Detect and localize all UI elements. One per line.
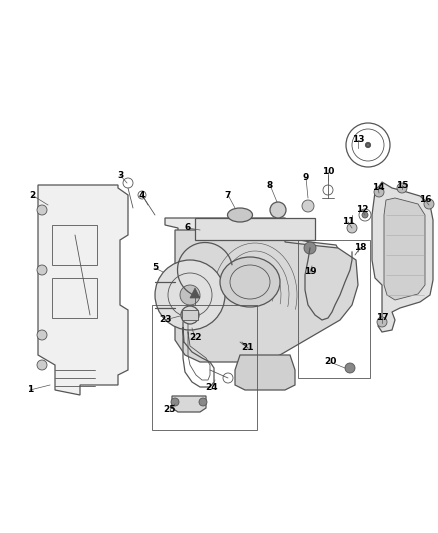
Ellipse shape — [227, 208, 252, 222]
Circle shape — [345, 363, 355, 373]
Circle shape — [366, 146, 368, 148]
Bar — [152, 305, 257, 430]
Text: 10: 10 — [322, 167, 334, 176]
Polygon shape — [372, 182, 433, 332]
Text: 8: 8 — [267, 181, 273, 190]
Polygon shape — [384, 198, 425, 300]
Text: 11: 11 — [342, 217, 354, 227]
Polygon shape — [235, 355, 295, 390]
Text: 23: 23 — [159, 316, 171, 325]
Circle shape — [367, 146, 369, 148]
Circle shape — [374, 187, 384, 197]
Circle shape — [365, 143, 367, 145]
Circle shape — [304, 242, 316, 254]
Circle shape — [37, 360, 47, 370]
Text: 4: 4 — [139, 190, 145, 199]
Circle shape — [37, 205, 47, 215]
Text: 7: 7 — [225, 190, 231, 199]
Text: 19: 19 — [304, 268, 316, 277]
Bar — [298, 240, 370, 378]
Circle shape — [37, 330, 47, 340]
Text: 13: 13 — [352, 135, 364, 144]
Circle shape — [369, 143, 371, 145]
Bar — [52, 225, 97, 265]
Text: 5: 5 — [152, 263, 158, 272]
Circle shape — [347, 223, 357, 233]
Text: 24: 24 — [206, 384, 218, 392]
Text: 16: 16 — [419, 196, 431, 205]
Text: 22: 22 — [189, 334, 201, 343]
Circle shape — [365, 144, 367, 146]
Polygon shape — [165, 218, 340, 258]
Text: 17: 17 — [376, 313, 389, 322]
Text: 1: 1 — [27, 385, 33, 394]
Circle shape — [424, 199, 434, 209]
Text: 12: 12 — [356, 206, 368, 214]
Text: 20: 20 — [324, 358, 336, 367]
Circle shape — [369, 144, 371, 146]
Text: 21: 21 — [242, 343, 254, 352]
Polygon shape — [172, 396, 206, 412]
Circle shape — [368, 142, 370, 144]
Circle shape — [37, 265, 47, 275]
Circle shape — [270, 202, 286, 218]
Polygon shape — [175, 230, 358, 362]
Text: 2: 2 — [29, 190, 35, 199]
Text: 6: 6 — [185, 223, 191, 232]
Circle shape — [397, 183, 407, 193]
Circle shape — [180, 285, 200, 305]
Circle shape — [302, 200, 314, 212]
Text: 9: 9 — [303, 174, 309, 182]
Text: 15: 15 — [396, 181, 408, 190]
Ellipse shape — [220, 257, 280, 307]
Circle shape — [368, 146, 370, 148]
Bar — [195, 218, 315, 240]
Bar — [52, 278, 97, 318]
Text: 25: 25 — [164, 406, 176, 415]
Circle shape — [155, 260, 225, 330]
Circle shape — [365, 145, 367, 147]
Circle shape — [366, 142, 368, 144]
Circle shape — [369, 145, 371, 147]
Circle shape — [181, 306, 199, 324]
Circle shape — [199, 398, 207, 406]
Circle shape — [377, 317, 387, 327]
Circle shape — [367, 142, 369, 144]
Circle shape — [362, 212, 368, 218]
Polygon shape — [190, 288, 200, 298]
Circle shape — [171, 398, 179, 406]
Text: 18: 18 — [354, 244, 366, 253]
Text: 14: 14 — [372, 183, 384, 192]
Text: 3: 3 — [117, 171, 123, 180]
Bar — [182, 310, 198, 320]
Polygon shape — [38, 185, 128, 395]
